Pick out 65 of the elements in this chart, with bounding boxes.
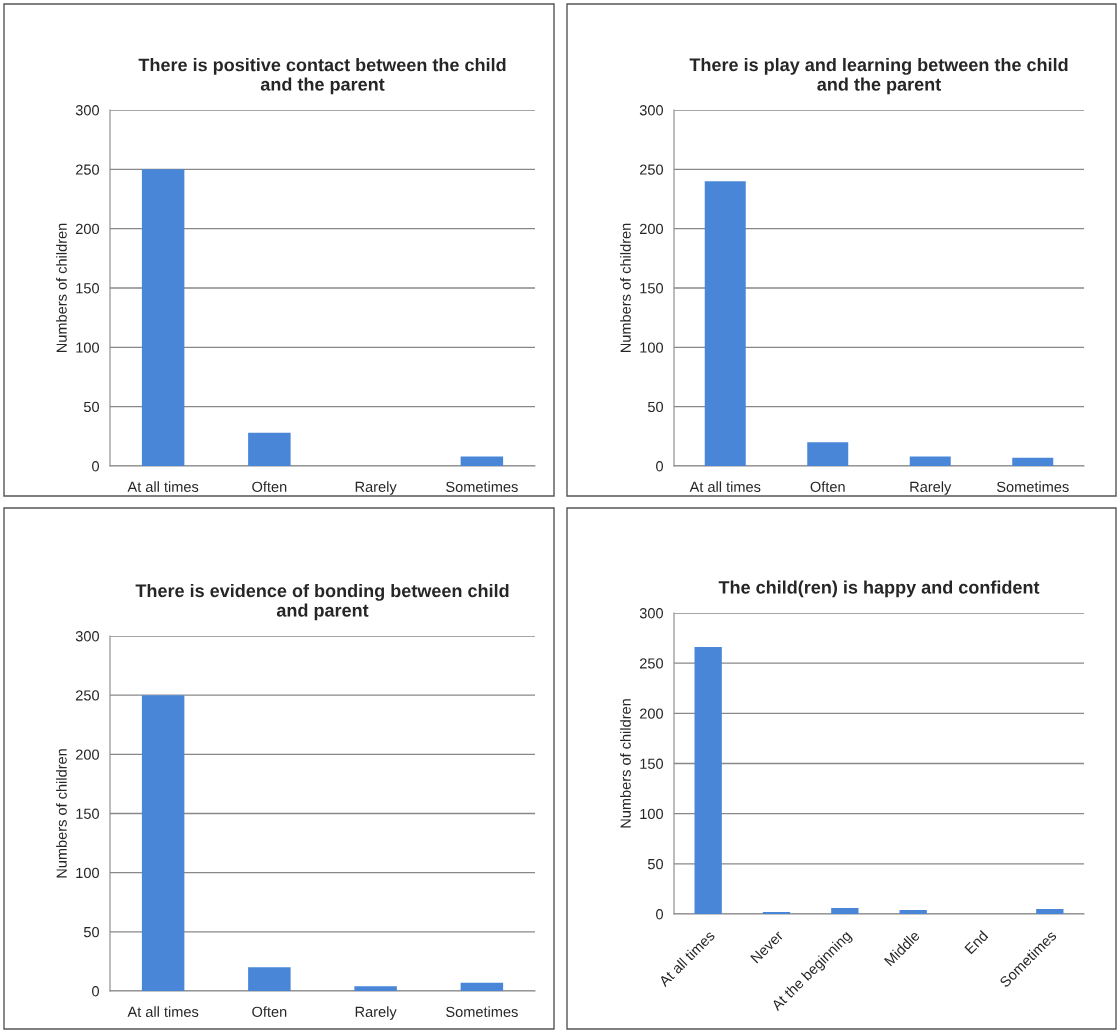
chart-title: There is positive contact between the child and the parent [138, 58, 506, 95]
x-tick-label: Sometimes [446, 1006, 518, 1017]
x-tick-label: End [964, 929, 989, 955]
y-tick-label: 50 [647, 858, 664, 870]
y-tick-label: 200 [639, 223, 664, 235]
bar [460, 456, 504, 466]
bar [704, 181, 746, 466]
y-tick-label: 200 [75, 223, 100, 235]
bar [141, 695, 185, 991]
x-tick-label: At all times [127, 481, 199, 492]
y-tick-label: 250 [75, 164, 100, 175]
y-tick-label: 100 [640, 342, 664, 353]
y-tick-label: 200 [639, 708, 664, 719]
y-tick-label: 150 [640, 283, 664, 294]
y-tick-label: 300 [75, 631, 100, 642]
x-tick-label: At all times [127, 1006, 199, 1017]
chart-title: The child(ren) is happy and confident [718, 580, 1040, 598]
y-tick-label: 0 [92, 986, 100, 997]
x-tick-label: Often [252, 481, 287, 492]
y-axis-title: Numbers of children [620, 223, 631, 353]
bar [899, 909, 927, 914]
x-tick-label: Often [810, 481, 845, 492]
y-tick-label: 100 [640, 808, 664, 820]
bar [1036, 908, 1064, 914]
bar [354, 986, 397, 991]
y-tick-label: 250 [639, 164, 664, 175]
y-tick-label: 250 [639, 658, 664, 669]
bar [831, 907, 859, 914]
chart-title: There is play and learning between the child and the parent [689, 57, 1068, 95]
x-tick-label: Sometimes [446, 481, 518, 492]
x-tick-label: Rarely [355, 481, 397, 495]
bar [762, 911, 791, 914]
y-tick-label: 0 [656, 461, 664, 472]
bar [141, 169, 185, 466]
bar [460, 982, 504, 991]
x-tick-label: Often [252, 1006, 287, 1017]
y-tick-label: 250 [75, 690, 100, 701]
bar [694, 647, 722, 914]
y-axis-title: Numbers of children [56, 223, 67, 353]
y-tick-label: 150 [640, 758, 664, 769]
bar [807, 442, 849, 466]
y-tick-label: 200 [75, 749, 100, 760]
x-tick-label: Rarely [355, 1006, 397, 1020]
bar [248, 432, 291, 466]
y-axis-title: Numbers of children [56, 749, 67, 878]
y-tick-label: 150 [76, 808, 100, 819]
y-tick-label: 0 [92, 461, 100, 472]
y-tick-label: 50 [83, 926, 100, 938]
y-tick-label: 300 [639, 105, 664, 116]
x-tick-label: Rarely [910, 481, 952, 495]
y-tick-label: 0 [656, 909, 664, 920]
y-tick-label: 50 [83, 401, 100, 413]
y-tick-label: 100 [76, 867, 100, 879]
x-tick-label: Sometimes [996, 481, 1069, 492]
bar [909, 456, 951, 466]
y-tick-label: 300 [75, 105, 100, 116]
bar [248, 967, 291, 991]
y-tick-label: 100 [76, 342, 100, 353]
y-tick-label: 150 [76, 283, 100, 294]
y-tick-label: 50 [647, 401, 664, 413]
x-tick-label: At all times [689, 481, 761, 492]
y-axis-title: Numbers of children [620, 699, 631, 828]
y-tick-label: 300 [639, 608, 664, 619]
bar [1012, 457, 1054, 466]
chart-title: There is evidence of bonding between child and parent [135, 583, 509, 621]
